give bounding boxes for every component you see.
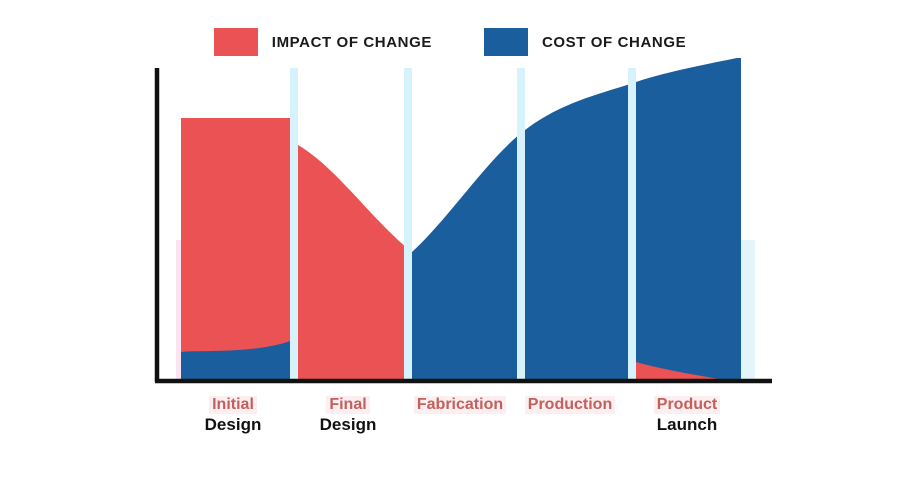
category-label-product-launch: Product Launch bbox=[627, 396, 747, 434]
chart-legend: IMPACT OF CHANGE COST OF CHANGE bbox=[0, 28, 900, 56]
legend-item-cost-of-change[interactable]: COST OF CHANGE bbox=[483, 28, 687, 56]
chart-axes bbox=[154, 68, 772, 384]
chart-segment-0-cost-overlay bbox=[181, 340, 290, 380]
legend-swatch-cost-icon bbox=[483, 28, 528, 56]
category-label-line1: Product bbox=[653, 396, 721, 414]
category-label-line1: Production bbox=[524, 396, 616, 414]
segment-gap-0 bbox=[290, 68, 298, 380]
legend-label-impact: IMPACT OF CHANGE bbox=[271, 33, 432, 51]
chart-segment-4-impact-overlay bbox=[636, 362, 741, 380]
segment-gap-3 bbox=[628, 68, 636, 380]
area-impact-4-overlay bbox=[636, 362, 741, 380]
legend-label-cost: COST OF CHANGE bbox=[541, 33, 687, 51]
bar-cost-product-launch[interactable] bbox=[636, 82, 741, 380]
category-label-line2: Design bbox=[204, 414, 262, 434]
segment-gap-1 bbox=[404, 68, 412, 380]
decor-ghost-right bbox=[741, 240, 755, 380]
legend-item-impact-of-change[interactable]: IMPACT OF CHANGE bbox=[213, 28, 432, 56]
bar-impact-initial-design[interactable] bbox=[181, 118, 290, 380]
x-axis-category-labels: Initial Design Final Design Fabrication … bbox=[0, 396, 900, 456]
area-cost-2 bbox=[412, 136, 517, 380]
category-label-line2: Launch bbox=[656, 414, 718, 434]
category-label-production: Production bbox=[508, 396, 632, 414]
category-label-line2: Design bbox=[319, 414, 377, 434]
legend-swatch-impact-icon bbox=[213, 28, 258, 56]
category-label-line1: Initial bbox=[209, 396, 257, 414]
area-cost-3 bbox=[525, 84, 628, 380]
category-label-line1: Fabrication bbox=[413, 396, 507, 414]
category-label-final-design: Final Design bbox=[288, 396, 408, 434]
series-areas bbox=[181, 57, 741, 383]
area-impact-1 bbox=[298, 145, 404, 380]
category-label-initial-design: Initial Design bbox=[173, 396, 293, 434]
chart-segment-3[interactable] bbox=[181, 57, 741, 383]
segment-gap-2 bbox=[517, 68, 525, 380]
chart-segment-1[interactable] bbox=[181, 57, 741, 383]
area-cost-0-overlay bbox=[181, 340, 290, 380]
category-label-fabrication: Fabrication bbox=[395, 396, 525, 414]
chart-segment-2[interactable] bbox=[181, 57, 741, 383]
category-label-line1: Final bbox=[326, 396, 370, 414]
